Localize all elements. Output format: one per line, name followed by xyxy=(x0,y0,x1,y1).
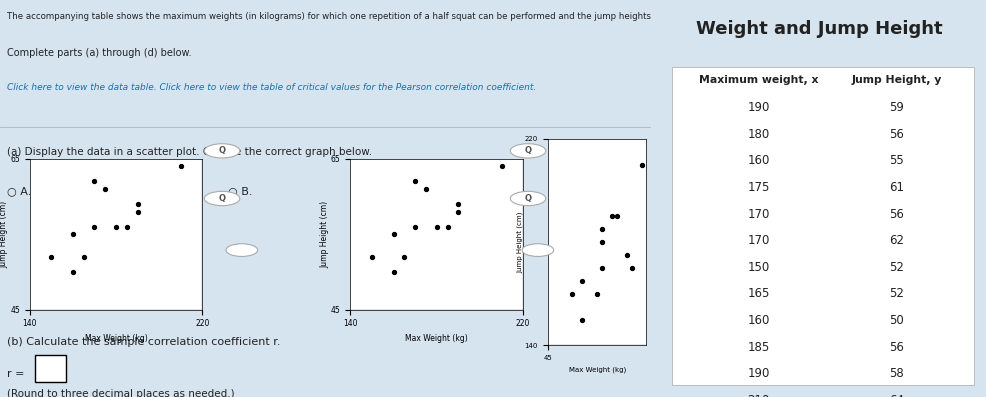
Point xyxy=(65,269,81,275)
Point xyxy=(564,291,580,297)
Text: 64: 64 xyxy=(888,394,903,397)
Text: 52: 52 xyxy=(888,261,903,274)
Point xyxy=(594,239,609,245)
FancyBboxPatch shape xyxy=(35,355,66,382)
Point xyxy=(76,254,92,260)
FancyBboxPatch shape xyxy=(670,67,972,385)
Y-axis label: Jump Height (cm): Jump Height (cm) xyxy=(517,212,523,273)
Point xyxy=(594,265,609,271)
Point xyxy=(407,178,423,185)
Text: 61: 61 xyxy=(888,181,903,194)
X-axis label: Max Weight (kg): Max Weight (kg) xyxy=(85,334,147,343)
Point xyxy=(87,178,103,185)
Point xyxy=(407,224,423,230)
Text: Weight and Jump Height: Weight and Jump Height xyxy=(695,20,942,38)
Point xyxy=(65,231,81,237)
Text: (a) Display the data in a scatter plot. Choose the correct graph below.: (a) Display the data in a scatter plot. … xyxy=(7,147,372,157)
Point xyxy=(418,186,434,192)
Text: 175: 175 xyxy=(746,181,769,194)
Text: 55: 55 xyxy=(888,154,903,168)
Point xyxy=(386,231,401,237)
Text: 56: 56 xyxy=(888,208,903,221)
Text: Complete parts (a) through (d) below.: Complete parts (a) through (d) below. xyxy=(7,48,191,58)
Text: Maximum weight, x: Maximum weight, x xyxy=(698,75,817,85)
Point xyxy=(618,252,634,258)
Point xyxy=(574,278,590,284)
Text: (b) Calculate the sample correlation coefficient r.: (b) Calculate the sample correlation coe… xyxy=(7,337,280,347)
Text: 180: 180 xyxy=(747,128,769,141)
Point xyxy=(493,163,509,170)
Point xyxy=(43,254,59,260)
Text: ○ A.: ○ A. xyxy=(7,187,31,197)
Text: Q: Q xyxy=(524,146,531,155)
Point xyxy=(603,213,619,220)
Text: 56: 56 xyxy=(888,128,903,141)
Y-axis label: Jump Height (cm): Jump Height (cm) xyxy=(0,200,9,268)
Point xyxy=(439,224,455,230)
Point xyxy=(87,224,103,230)
Point xyxy=(589,291,604,297)
Point xyxy=(608,213,624,220)
Point xyxy=(98,186,113,192)
Text: The accompanying table shows the maximum weights (in kilograms) for which one re: The accompanying table shows the maximum… xyxy=(7,12,825,21)
Text: r =: r = xyxy=(7,369,24,379)
Text: Click here to view the data table. Click here to view the table of critical valu: Click here to view the data table. Click… xyxy=(7,83,535,93)
Point xyxy=(173,163,188,170)
Y-axis label: Jump Height (cm): Jump Height (cm) xyxy=(320,200,329,268)
Text: 160: 160 xyxy=(746,154,769,168)
Point xyxy=(594,226,609,232)
Text: Q: Q xyxy=(524,194,531,203)
Point xyxy=(623,265,639,271)
Point xyxy=(633,162,649,168)
Text: 165: 165 xyxy=(746,287,769,301)
Text: 160: 160 xyxy=(746,314,769,327)
Text: 185: 185 xyxy=(747,341,769,354)
Text: 59: 59 xyxy=(888,101,903,114)
Point xyxy=(129,208,145,215)
Text: 190: 190 xyxy=(746,367,769,380)
Text: Q: Q xyxy=(218,194,226,203)
Text: 170: 170 xyxy=(746,208,769,221)
Point xyxy=(450,208,465,215)
Text: 50: 50 xyxy=(888,314,903,327)
Text: 190: 190 xyxy=(746,101,769,114)
Text: 58: 58 xyxy=(888,367,903,380)
Text: 170: 170 xyxy=(746,234,769,247)
Text: 210: 210 xyxy=(746,394,769,397)
Point xyxy=(396,254,412,260)
Point xyxy=(574,316,590,323)
Point xyxy=(428,224,444,230)
Text: 62: 62 xyxy=(888,234,903,247)
Text: ○ B.: ○ B. xyxy=(228,187,252,197)
Point xyxy=(118,224,134,230)
Text: 150: 150 xyxy=(747,261,769,274)
Text: 56: 56 xyxy=(888,341,903,354)
Text: ○ C.: ○ C. xyxy=(436,187,460,197)
Text: (Round to three decimal places as needed.): (Round to three decimal places as needed… xyxy=(7,389,234,397)
Text: 52: 52 xyxy=(888,287,903,301)
Point xyxy=(450,201,465,207)
Point xyxy=(364,254,380,260)
Text: Q: Q xyxy=(218,146,226,155)
Text: Jump Height, y: Jump Height, y xyxy=(850,75,941,85)
X-axis label: Max Weight (kg): Max Weight (kg) xyxy=(568,367,625,373)
Point xyxy=(129,201,145,207)
X-axis label: Max Weight (kg): Max Weight (kg) xyxy=(405,334,467,343)
Point xyxy=(108,224,124,230)
Point xyxy=(386,269,401,275)
